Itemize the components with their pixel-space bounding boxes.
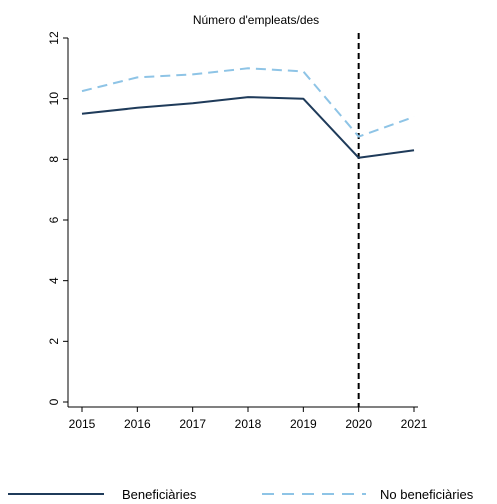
- x-tick-label: 2017: [179, 417, 206, 431]
- y-tick-label: 8: [47, 156, 61, 163]
- y-tick-label: 0: [47, 398, 61, 405]
- y-tick-label: 10: [47, 92, 61, 106]
- x-tick-label: 2020: [345, 417, 372, 431]
- series-line-1: [81, 96, 415, 159]
- x-tick-label: 2019: [290, 417, 317, 431]
- x-tick-label: 2018: [235, 417, 262, 431]
- chart-title: Número d'empleats/des: [193, 13, 319, 27]
- series-line-2: [81, 67, 415, 138]
- legend: Beneficiàries No beneficiàries: [8, 487, 474, 502]
- y-tick-label: 4: [47, 277, 61, 284]
- axes: 0 2 4 6 8 10 12 2015 2016 2017 2018 2019 2020 2021: [47, 31, 428, 431]
- x-tick-label: 2016: [124, 417, 151, 431]
- y-tick-label: 6: [47, 216, 61, 223]
- x-tick-label: 2021: [401, 417, 428, 431]
- series-layer: [81, 67, 415, 159]
- y-tick-label: 2: [47, 338, 61, 345]
- y-tick-label: 12: [47, 31, 61, 45]
- legend-label-1: Beneficiàries: [122, 487, 197, 502]
- legend-label-2: No beneficiàries: [380, 487, 474, 502]
- x-tick-label: 2015: [69, 417, 96, 431]
